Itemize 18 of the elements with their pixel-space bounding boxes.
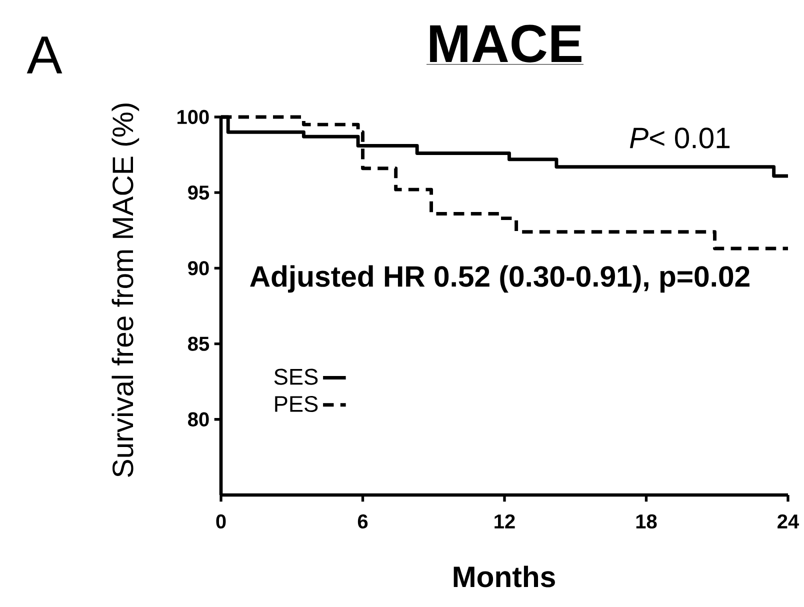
y-tick-label: 95	[188, 186, 210, 200]
annotation: Adjusted HR 0.52 (0.30-0.91), p=0.02	[250, 265, 750, 293]
x-axis-title: Months	[454, 566, 555, 588]
y-tick-label: 90	[188, 261, 209, 276]
y-axis-title: Survival free from MACE (%)	[112, 104, 140, 477]
x-tick-label: 12	[494, 514, 515, 528]
text: A	[26, 36, 62, 74]
x-tick-label: 0	[216, 514, 226, 529]
x-tick-label: 18	[636, 514, 657, 529]
y-tick-label: 100	[178, 110, 209, 124]
annotation: P< 0.01	[630, 128, 730, 148]
chart-title: MACE	[430, 24, 582, 63]
x-tick-label: 6	[358, 514, 368, 529]
legend-label: PES	[275, 396, 318, 412]
y-tick-label: 80	[188, 412, 209, 426]
legend-label: SES	[274, 368, 318, 385]
x-tick-label: 24	[778, 514, 800, 528]
y-tick-label: 85	[188, 336, 210, 351]
